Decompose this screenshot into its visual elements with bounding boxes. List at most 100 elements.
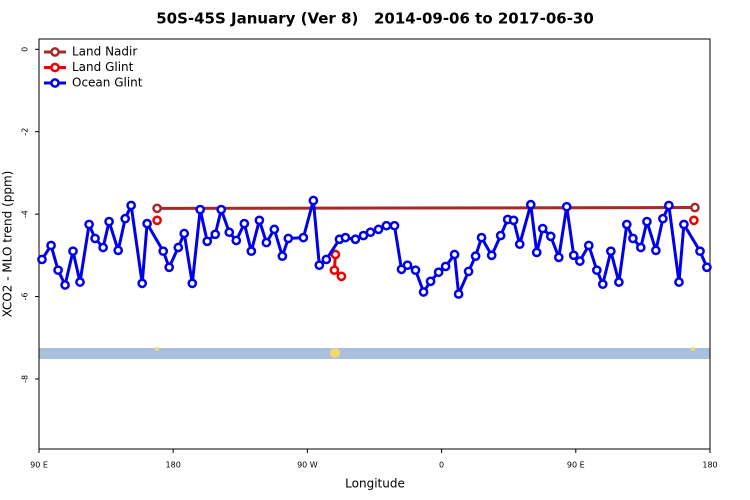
legend-label: Land Glint bbox=[72, 60, 134, 74]
data-point bbox=[113, 245, 124, 256]
data-point bbox=[202, 236, 213, 247]
data-point bbox=[642, 216, 652, 227]
land-dot bbox=[330, 348, 340, 358]
data-point bbox=[658, 213, 668, 224]
data-point bbox=[690, 202, 700, 213]
data-point bbox=[449, 249, 460, 260]
data-point bbox=[152, 215, 162, 226]
data-point bbox=[336, 271, 347, 282]
data-point bbox=[553, 252, 564, 263]
data-point bbox=[179, 228, 190, 239]
data-point bbox=[628, 233, 638, 244]
data-point bbox=[277, 251, 288, 262]
data-point bbox=[137, 278, 148, 289]
data-point bbox=[389, 220, 400, 231]
data-point bbox=[210, 229, 221, 240]
data-point bbox=[679, 219, 689, 230]
data-point bbox=[651, 245, 661, 256]
data-point bbox=[239, 218, 250, 229]
data-point bbox=[37, 254, 47, 265]
data-point bbox=[329, 265, 340, 276]
data-point bbox=[453, 289, 464, 299]
legend-marker bbox=[50, 47, 60, 57]
data-point bbox=[486, 250, 497, 261]
legend-marker bbox=[50, 62, 60, 73]
x-tick-label: 180 bbox=[702, 461, 717, 470]
data-point bbox=[508, 215, 519, 226]
data-point bbox=[410, 265, 421, 276]
data-point bbox=[689, 215, 699, 226]
y-tick-label: -2 bbox=[21, 128, 30, 136]
data-point bbox=[574, 256, 585, 266]
data-point bbox=[605, 246, 616, 257]
data-point bbox=[90, 233, 100, 244]
data-point bbox=[425, 276, 436, 287]
data-point bbox=[231, 235, 242, 246]
x-tick-label: 90 E bbox=[30, 461, 48, 470]
data-point bbox=[104, 216, 114, 227]
data-point bbox=[340, 232, 351, 243]
y-tick-label: -4 bbox=[21, 210, 30, 218]
data-point bbox=[433, 267, 444, 278]
legend-label: Ocean Glint bbox=[72, 76, 143, 90]
data-point bbox=[365, 227, 376, 238]
data-point bbox=[614, 277, 624, 287]
data-point bbox=[84, 219, 94, 230]
data-point bbox=[470, 251, 481, 262]
data-point bbox=[224, 227, 235, 238]
data-point bbox=[695, 246, 705, 257]
data-point bbox=[152, 203, 162, 214]
data-point bbox=[537, 223, 548, 234]
data-point bbox=[663, 200, 674, 211]
data-point bbox=[53, 265, 63, 276]
data-point bbox=[702, 262, 712, 273]
data-point bbox=[269, 224, 280, 235]
data-point bbox=[495, 230, 506, 241]
data-point bbox=[195, 204, 206, 215]
x-tick-label: 90 E bbox=[567, 461, 585, 470]
data-point bbox=[373, 224, 384, 235]
data-point bbox=[463, 266, 474, 277]
y-tick-label: 0 bbox=[21, 47, 30, 52]
data-point bbox=[246, 246, 257, 257]
legend-marker bbox=[50, 78, 60, 88]
data-point bbox=[254, 215, 265, 226]
data-point bbox=[440, 261, 451, 272]
series-line bbox=[157, 206, 695, 210]
plot-frame bbox=[38, 38, 711, 450]
data-point bbox=[68, 246, 78, 257]
data-point bbox=[674, 277, 684, 287]
data-point bbox=[514, 239, 525, 250]
data-point bbox=[476, 232, 487, 243]
data-point bbox=[164, 262, 175, 273]
data-point bbox=[126, 200, 137, 211]
data-point bbox=[621, 219, 632, 230]
data-point bbox=[591, 265, 602, 276]
data-point bbox=[98, 242, 108, 253]
data-point bbox=[46, 240, 56, 251]
x-axis-label: Longitude bbox=[345, 477, 405, 491]
data-point bbox=[216, 204, 227, 215]
data-point bbox=[158, 246, 169, 257]
data-point bbox=[568, 250, 579, 261]
data-point bbox=[75, 277, 85, 287]
data-point bbox=[545, 231, 556, 242]
data-point bbox=[583, 240, 594, 251]
data-point bbox=[261, 237, 272, 248]
data-point bbox=[381, 220, 392, 231]
data-point bbox=[60, 280, 70, 290]
data-point bbox=[308, 195, 319, 206]
legend-label: Land Nadir bbox=[72, 45, 137, 59]
data-point bbox=[283, 233, 294, 244]
data-point bbox=[525, 199, 536, 210]
data-point bbox=[402, 260, 413, 271]
data-point bbox=[187, 278, 198, 289]
y-axis-label: XCO2 - MLO trend (ppm) bbox=[1, 171, 15, 318]
land-dot bbox=[691, 347, 695, 351]
chart-title: 50S-45S January (Ver 8) 2014-09-06 to 20… bbox=[156, 10, 594, 28]
data-point bbox=[350, 234, 361, 245]
y-tick-label: -8 bbox=[21, 375, 30, 383]
surface-band bbox=[39, 348, 710, 359]
data-point bbox=[321, 254, 332, 265]
